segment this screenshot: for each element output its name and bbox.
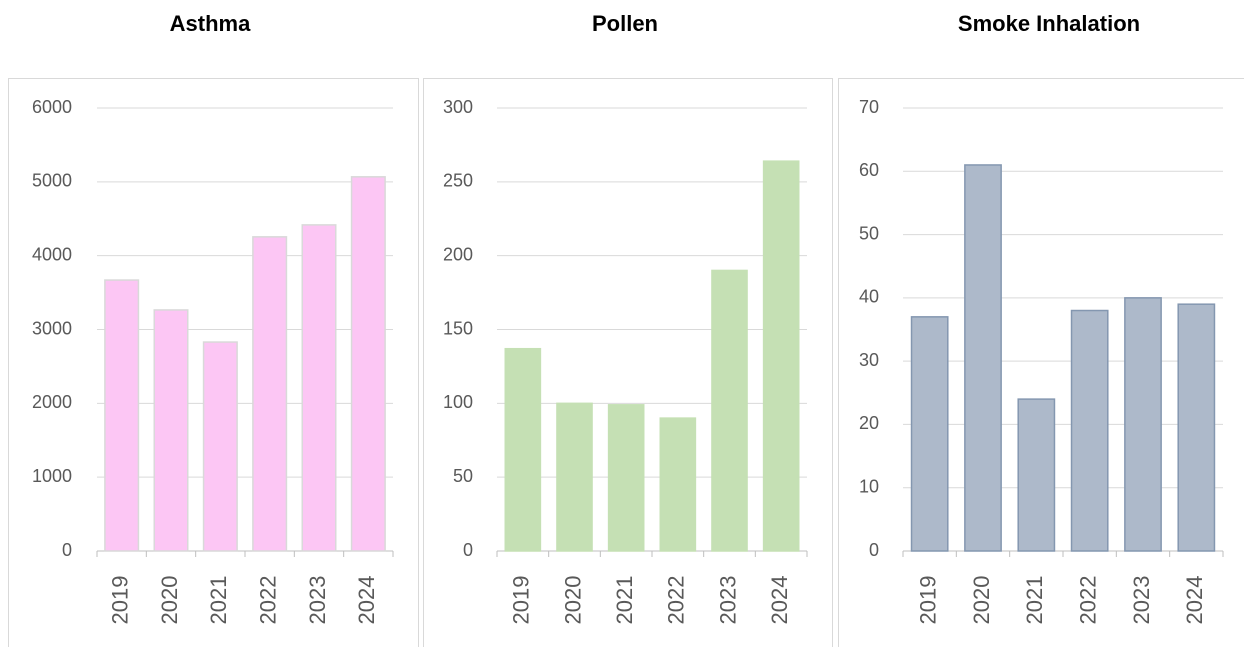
y-tick-label: 200	[443, 244, 473, 264]
bar	[1017, 398, 1056, 552]
y-tick-label: 3000	[32, 318, 72, 338]
bar	[607, 404, 645, 552]
bar	[1177, 303, 1216, 552]
x-tick-label: 2022	[255, 576, 280, 625]
bar	[1070, 309, 1109, 552]
x-tick-label: 2022	[664, 576, 689, 625]
y-tick-label: 5000	[32, 171, 72, 191]
bar	[762, 160, 800, 552]
bar	[1124, 297, 1162, 552]
panel	[423, 78, 833, 647]
y-tick-label: 2000	[32, 392, 72, 412]
panel	[838, 78, 1244, 647]
y-tick-label: 20	[859, 413, 879, 433]
x-tick-label: 2023	[1129, 576, 1154, 625]
bar	[659, 417, 697, 552]
bar	[910, 316, 949, 552]
x-tick-label: 2022	[1075, 576, 1100, 625]
bar	[350, 176, 386, 552]
bar	[711, 269, 748, 552]
y-tick-label: 6000	[32, 97, 72, 117]
bar	[104, 279, 140, 552]
y-tick-label: 50	[859, 223, 879, 243]
bar	[202, 341, 238, 552]
y-tick-label: 70	[859, 97, 879, 117]
x-tick-label: 2020	[157, 576, 182, 625]
bar	[556, 402, 593, 552]
bar	[153, 309, 189, 552]
y-tick-label: 50	[453, 466, 473, 486]
y-tick-label: 150	[443, 318, 473, 338]
chart-title: Asthma	[170, 11, 251, 36]
y-tick-label: 0	[463, 540, 473, 560]
y-tick-label: 10	[859, 476, 879, 496]
x-tick-label: 2021	[1022, 576, 1047, 625]
bar	[504, 347, 542, 552]
x-tick-label: 2019	[509, 576, 534, 625]
bar	[252, 236, 288, 552]
x-tick-label: 2019	[107, 576, 132, 625]
x-tick-label: 2020	[560, 576, 585, 625]
x-tick-label: 2023	[715, 576, 740, 625]
x-tick-label: 2023	[305, 576, 330, 625]
y-tick-label: 100	[443, 392, 473, 412]
y-tick-label: 250	[443, 171, 473, 191]
chart-title: Smoke Inhalation	[958, 11, 1140, 36]
y-tick-label: 60	[859, 160, 879, 180]
x-tick-label: 2020	[969, 576, 994, 625]
x-tick-label: 2019	[915, 576, 940, 625]
y-tick-label: 0	[62, 540, 72, 560]
y-tick-label: 30	[859, 350, 879, 370]
y-tick-label: 4000	[32, 244, 72, 264]
x-tick-label: 2024	[354, 576, 379, 625]
y-tick-label: 300	[443, 97, 473, 117]
bar	[301, 224, 337, 552]
y-tick-label: 1000	[32, 466, 72, 486]
x-tick-label: 2021	[206, 576, 231, 625]
x-tick-label: 2021	[612, 576, 637, 625]
x-tick-label: 2024	[1182, 576, 1207, 625]
x-tick-label: 2024	[767, 576, 792, 625]
y-tick-label: 0	[869, 540, 879, 560]
panel	[8, 78, 419, 647]
chart-title: Pollen	[592, 11, 658, 36]
y-tick-label: 40	[859, 287, 879, 307]
bar	[964, 164, 1002, 552]
